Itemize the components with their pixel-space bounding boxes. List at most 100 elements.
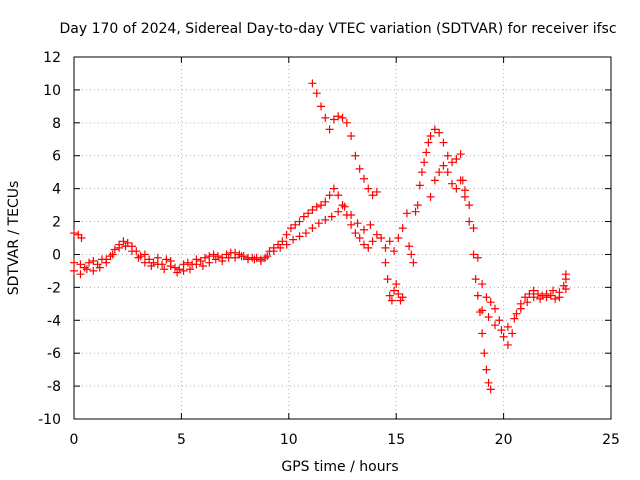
data-point xyxy=(469,224,478,233)
data-point xyxy=(503,322,512,331)
plot-frame xyxy=(73,56,612,420)
data-point xyxy=(415,181,424,190)
data-point xyxy=(521,293,530,302)
data-point xyxy=(153,260,162,269)
data-point xyxy=(448,158,457,167)
data-point xyxy=(390,286,399,295)
data-point xyxy=(95,263,104,272)
data-point xyxy=(338,113,347,122)
y-axis-ticks: -10 -8 -6 -4 -2 0 2 4 6 8 10 12 xyxy=(38,50,611,428)
data-point xyxy=(491,304,500,313)
data-point xyxy=(140,258,149,267)
data-point xyxy=(484,312,493,321)
data-point xyxy=(394,289,403,298)
data-point xyxy=(465,217,474,226)
data-point xyxy=(173,268,182,277)
data-point xyxy=(196,257,205,266)
data-point xyxy=(119,237,128,246)
data-point xyxy=(347,220,356,229)
data-point xyxy=(121,242,130,251)
data-point xyxy=(291,220,300,229)
data-point xyxy=(136,252,145,261)
data-point xyxy=(491,321,500,330)
data-point xyxy=(424,138,433,147)
data-point xyxy=(321,113,330,122)
data-point xyxy=(497,326,506,335)
grid-lines xyxy=(73,56,612,420)
data-point xyxy=(486,298,495,307)
data-point xyxy=(321,215,330,224)
data-point xyxy=(422,148,431,157)
data-point xyxy=(308,79,317,88)
data-point xyxy=(510,314,519,323)
y-tick-label: -8 xyxy=(47,379,61,395)
data-point xyxy=(334,207,343,216)
x-tick-label: 0 xyxy=(70,432,79,448)
data-point xyxy=(473,291,482,300)
data-point xyxy=(469,250,478,259)
data-point xyxy=(269,247,278,256)
data-point xyxy=(439,161,448,170)
data-point xyxy=(185,265,194,274)
data-point xyxy=(312,202,321,211)
data-point xyxy=(503,340,512,349)
x-tick-label: 25 xyxy=(602,432,620,448)
data-point xyxy=(312,89,321,98)
data-point xyxy=(443,151,452,160)
data-point xyxy=(443,168,452,177)
data-point xyxy=(435,128,444,137)
data-point xyxy=(329,115,338,124)
data-point xyxy=(218,257,227,266)
data-point xyxy=(387,296,396,305)
data-point xyxy=(231,253,240,262)
data-point xyxy=(314,219,323,228)
data-point xyxy=(480,349,489,358)
x-tick-label: 10 xyxy=(280,432,298,448)
data-point xyxy=(482,293,491,302)
data-point xyxy=(237,252,246,261)
data-point xyxy=(385,291,394,300)
data-point xyxy=(512,309,521,318)
data-point xyxy=(499,332,508,341)
chart-title: Day 170 of 2024, Sidereal Day-to-day VTE… xyxy=(59,21,616,37)
data-point xyxy=(70,229,78,238)
data-point xyxy=(426,131,435,140)
data-point xyxy=(263,252,272,261)
data-point xyxy=(299,212,308,221)
data-point xyxy=(430,125,439,134)
data-points xyxy=(70,79,570,394)
data-point xyxy=(282,230,291,239)
data-point xyxy=(145,255,154,264)
data-point xyxy=(452,184,461,193)
data-point xyxy=(546,291,555,300)
data-point xyxy=(209,250,218,259)
data-point xyxy=(398,224,407,233)
y-tick-label: -6 xyxy=(47,346,61,362)
data-point xyxy=(355,234,364,242)
data-point xyxy=(533,289,542,298)
data-point xyxy=(368,237,377,246)
data-point xyxy=(561,285,570,294)
data-point xyxy=(456,150,465,159)
data-point xyxy=(456,176,465,185)
data-point xyxy=(282,240,291,249)
data-point xyxy=(327,212,336,221)
data-point xyxy=(549,286,558,295)
data-point xyxy=(523,298,532,307)
data-point xyxy=(325,125,334,134)
data-point xyxy=(381,243,390,252)
y-tick-label: -2 xyxy=(47,280,61,296)
data-point xyxy=(134,253,143,262)
data-point xyxy=(85,258,94,267)
y-tick-label: 12 xyxy=(43,50,61,66)
y-tick-label: 6 xyxy=(52,149,61,165)
data-point xyxy=(390,247,399,256)
data-point xyxy=(77,234,86,242)
data-point xyxy=(276,243,285,252)
data-point xyxy=(430,176,439,185)
data-point xyxy=(89,266,98,275)
data-point xyxy=(398,293,407,302)
data-point xyxy=(192,260,201,269)
data-point xyxy=(304,209,313,218)
